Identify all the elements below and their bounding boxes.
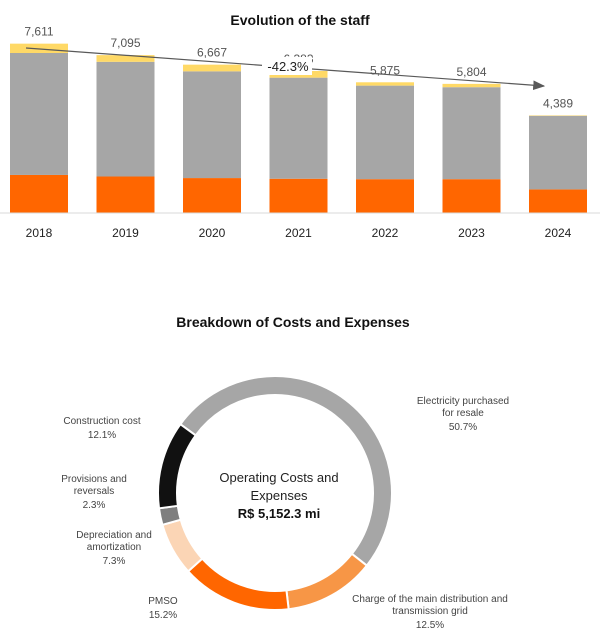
bar-segment-top-2018	[10, 43, 68, 54]
donut-label-4-line-1: reversals	[74, 486, 115, 497]
bar-segment-bottom-2022	[356, 179, 414, 213]
x-tick-2022: 2022	[372, 226, 399, 240]
trend-label: -42.3%	[267, 59, 309, 74]
donut-center-value: R$ 5,152.3 mi	[238, 506, 320, 521]
x-tick-2024: 2024	[545, 226, 572, 240]
bar-segment-bottom-2024	[529, 189, 587, 213]
donut-label-0-line-0: Electricity purchased	[417, 396, 509, 407]
donut-slice-5	[157, 422, 198, 510]
bar-segment-top-2019	[96, 55, 155, 62]
bar-segment-bottom-2023	[442, 179, 501, 213]
donut-label-3-line-0: Depreciation and	[76, 530, 152, 541]
bar-segment-middle-2021	[269, 77, 328, 179]
bar-total-label-2024: 4,389	[543, 96, 573, 110]
bar-segment-top-2023	[442, 83, 501, 88]
donut-center-line2: Expenses	[250, 488, 308, 503]
bar-segment-middle-2018	[10, 53, 68, 175]
x-tick-2023: 2023	[458, 226, 485, 240]
donut-label-2-line-0: PMSO	[148, 596, 178, 607]
bar-total-label-2020: 6,667	[197, 46, 227, 60]
bar-segment-middle-2023	[442, 87, 501, 180]
bar-segment-bottom-2021	[269, 178, 328, 213]
donut-center-line1: Operating Costs and	[219, 470, 338, 485]
bar-segment-middle-2019	[96, 61, 155, 177]
donut-chart-plot	[157, 375, 393, 611]
trend-label-bg	[262, 57, 312, 75]
donut-pct-label-4: 2.3%	[83, 500, 106, 511]
donut-pct-label-0: 50.7%	[449, 422, 477, 433]
donut-label-5-line-0: Construction cost	[63, 416, 140, 427]
donut-pct-label-2: 15.2%	[149, 610, 177, 621]
bar-total-label-2023: 5,804	[456, 65, 486, 79]
x-tick-2021: 2021	[285, 226, 312, 240]
bar-segment-bottom-2018	[10, 174, 68, 213]
donut-label-1-line-1: transmission grid	[392, 606, 468, 617]
donut-label-0-line-1: for resale	[442, 408, 484, 419]
donut-label-4-line-0: Provisions and	[61, 474, 127, 485]
x-tick-2020: 2020	[199, 226, 226, 240]
x-tick-2019: 2019	[112, 226, 139, 240]
bar-total-label-2018: 7,611	[24, 25, 53, 39]
donut-pct-label-1: 12.5%	[416, 620, 444, 631]
bar-segment-middle-2024	[529, 115, 587, 190]
bar-segment-bottom-2019	[96, 176, 155, 213]
x-tick-2018: 2018	[26, 226, 53, 240]
bar-segment-middle-2022	[356, 85, 414, 180]
bar-segment-top-2020	[183, 64, 241, 72]
bar-segment-bottom-2020	[183, 178, 241, 213]
donut-slice-3	[161, 518, 204, 573]
bar-total-label-2019: 7,095	[110, 36, 140, 50]
donut-pct-label-3: 7.3%	[103, 556, 126, 567]
donut-slice-2	[186, 557, 290, 611]
bar-segment-middle-2020	[183, 71, 241, 179]
bar-chart-title: Evolution of the staff	[230, 12, 370, 28]
donut-label-1-line-0: Charge of the main distribution and	[352, 594, 508, 605]
bar-chart-plot: 7,61120187,09520196,66720206,38320215,87…	[10, 25, 587, 240]
donut-label-3-line-1: amortization	[87, 542, 141, 553]
donut-pct-label-5: 12.1%	[88, 430, 116, 441]
donut-chart-title: Breakdown of Costs and Expenses	[176, 314, 410, 330]
bar-segment-top-2022	[356, 82, 414, 86]
